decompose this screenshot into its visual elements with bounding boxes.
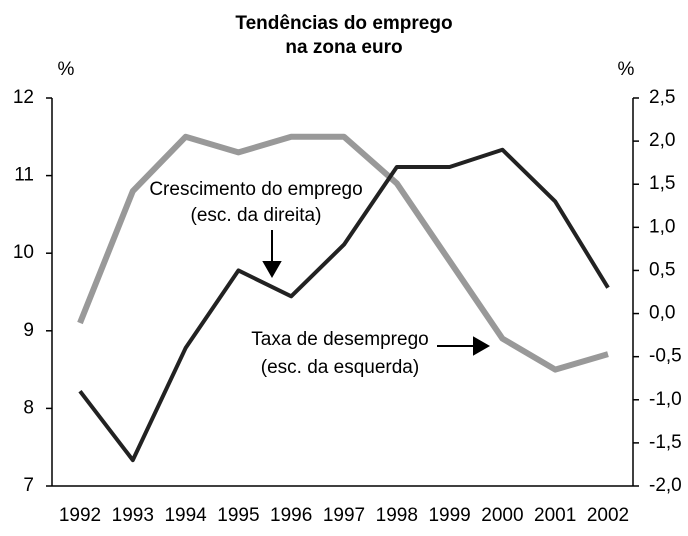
arrows [262,230,491,356]
x-tick-label: 2000 [481,505,523,526]
y2-tick-label: 1,0 [649,216,675,237]
annotation: (esc. da direita) [191,205,322,226]
x-tick-label: 1998 [376,505,418,526]
y2-tick-label: 2,0 [649,130,675,151]
x-tick-label: 2002 [587,505,629,526]
y2-tick-label: 0,0 [649,303,675,324]
y2-tick-label: -1,5 [649,432,682,453]
x-tick-label: 1994 [164,505,207,526]
arrow-head [473,336,491,356]
y2-tick-label: 0,5 [649,259,675,280]
y2-tick-label: -0,5 [649,346,682,367]
chart-title: Tendências do emprego [235,13,452,34]
y-tick-label: 12 [13,87,34,108]
y2-tick-label: -2,0 [649,475,682,496]
x-tick-label: 1996 [270,505,312,526]
series-line [78,147,610,463]
annotation: Taxa de desemprego [251,329,428,350]
chart-title: na zona euro [285,37,402,58]
x-tick-label: 1995 [217,505,259,526]
y2-tick-label: -1,0 [649,389,682,410]
y-tick-label: 8 [23,397,34,418]
arrow-head [262,261,282,279]
x-tick-label: 2001 [534,505,576,526]
y2-tick-label: 2,5 [649,87,675,108]
x-tick-label: 1992 [59,505,101,526]
y-tick-label: 7 [23,475,34,496]
y2-tick-label: 1,5 [649,173,675,194]
y-axis-label: % [58,59,75,80]
y-tick-label: 11 [14,165,34,186]
annotation: (esc. da esquerda) [261,357,419,378]
annotation: Crescimento do emprego [149,179,362,200]
y2-axis-label: % [618,59,635,80]
axes [51,98,634,487]
x-tick-label: 1997 [323,505,365,526]
y-tick-label: 10 [13,242,34,263]
x-tick-label: 1999 [428,505,470,526]
y-tick-label: 9 [23,320,34,341]
x-tick-label: 1993 [112,505,154,526]
series-line [77,133,609,373]
